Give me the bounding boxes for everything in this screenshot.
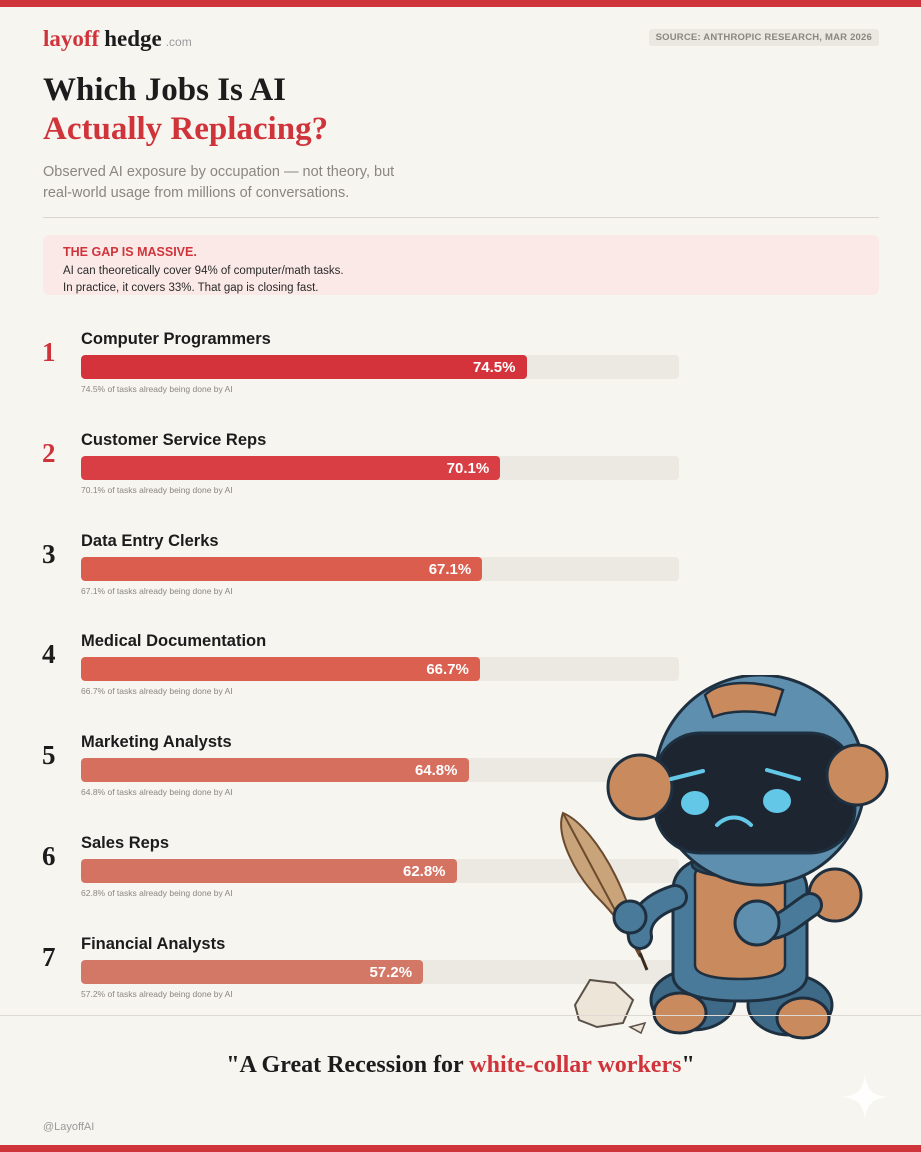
top-accent-bar [0, 0, 921, 7]
callout-heading: THE GAP IS MASSIVE. [63, 245, 197, 259]
page-title-line2: Actually Replacing? [43, 111, 329, 147]
brand-logo: layoff hedge .com [43, 26, 192, 52]
sparkle-icon [842, 1074, 888, 1120]
bar: 66.7% [81, 657, 480, 682]
brand-suffix: .com [165, 35, 192, 49]
category-label: Sales Reps [81, 834, 170, 852]
rank-number: 5 [42, 740, 56, 771]
category-label: Data Entry Clerks [81, 531, 219, 550]
quote-close: " [681, 1052, 695, 1078]
bar-row: 1 Computer Programmers 74.5% 74.5% of tasks… [0, 330, 921, 400]
bar: 70.1% [81, 455, 501, 480]
category-label: Marketing Analysts [81, 733, 232, 752]
bottom-accent-bar [0, 1145, 921, 1152]
robot-illustration [560, 675, 889, 1040]
footer-divider [0, 1015, 921, 1016]
bar: 74.5% [81, 355, 527, 379]
bar-note: 62.8% of tasks already being done by AI [81, 888, 233, 898]
bar-row: 4 Medical Documentation 66.7% 66.7% of task… [0, 632, 921, 702]
data-label: 62.8% [402, 863, 446, 880]
bar: 64.8% [81, 758, 469, 783]
category-label: Financial Analysts [81, 934, 226, 953]
bar-track: 64.8% [81, 758, 679, 783]
bar-row: 3 Data Entry Clerks 67.1% 67.1% of tasks al… [0, 532, 921, 602]
data-label: 66.7% [426, 661, 469, 679]
bar-row: 2 Customer Service Reps 70.1% 70.1% of task… [0, 431, 921, 501]
bar: 62.8% [81, 859, 457, 883]
rank-number: 4 [42, 639, 56, 670]
closing-quote: "A Great Recession for white-collar work… [0, 1052, 921, 1079]
bar-row: 5 Marketing Analysts 64.8% 64.8% of tasks a… [0, 733, 921, 803]
bar-note: 74.5% of tasks already being done by AI [81, 384, 233, 394]
bar-track: 67.1% [81, 556, 679, 581]
bar-track: 57.2% [81, 959, 679, 984]
callout-line2: In practice, it covers 33%. That gap is … [63, 282, 319, 294]
data-label: 64.8% [414, 762, 458, 780]
crumpled-paper-icon [573, 978, 635, 1029]
bar: 67.1% [81, 556, 483, 581]
rank-number: 3 [42, 538, 56, 569]
bar-note: 66.7% of tasks already being done by AI [81, 686, 233, 697]
bar: 57.2% [81, 959, 424, 984]
category-label: Medical Documentation [81, 632, 267, 651]
source-badge: SOURCE: ANTHROPIC RESEARCH, MAR 2026 [648, 29, 879, 46]
brand-part2: hedge [104, 26, 162, 51]
subtitle: Observed AI exposure by occupation — not… [43, 164, 395, 201]
bar-track: 70.1% [81, 455, 679, 480]
callout-line1: AI can theoretically cover 94% of comput… [63, 265, 344, 277]
rank-number: 6 [42, 841, 56, 871]
quote-open: "A Great Recession for [226, 1052, 470, 1078]
callout-box: THE GAP IS MASSIVE. AI can theoretically… [43, 235, 879, 295]
bar-track: 74.5% [81, 355, 679, 379]
quote-highlight: white-collar workers [469, 1052, 682, 1078]
rank-number: 1 [42, 337, 56, 367]
header-divider [43, 217, 879, 218]
bar-note: 64.8% of tasks already being done by AI [81, 787, 233, 798]
robot-head [606, 675, 889, 887]
brand-part1: layoff [43, 26, 100, 51]
bar-track: 66.7% [81, 657, 679, 682]
category-label: Computer Programmers [81, 330, 271, 348]
data-label: 67.1% [428, 560, 472, 578]
page-title-line1: Which Jobs Is AI [43, 72, 287, 108]
bar-row: 6 Sales Reps 62.8% 62.8% of tasks already b… [0, 834, 921, 904]
bar-note: 57.2% of tasks already being done by AI [81, 988, 233, 999]
bar-note: 70.1% of tasks already being done by AI [81, 484, 233, 495]
data-label: 70.1% [446, 459, 490, 477]
category-label: Customer Service Reps [81, 430, 267, 449]
rank-number: 7 [42, 941, 56, 972]
rank-number: 2 [42, 437, 56, 468]
bar-note: 67.1% of tasks already being done by AI [81, 585, 233, 596]
data-label: 74.5% [472, 359, 516, 376]
data-label: 57.2% [369, 963, 413, 981]
bar-track: 62.8% [81, 859, 679, 883]
social-handle: @LayoffAI [43, 1121, 95, 1133]
bar-row: 7 Financial Analysts 57.2% 57.2% of tasks a… [0, 935, 921, 1005]
